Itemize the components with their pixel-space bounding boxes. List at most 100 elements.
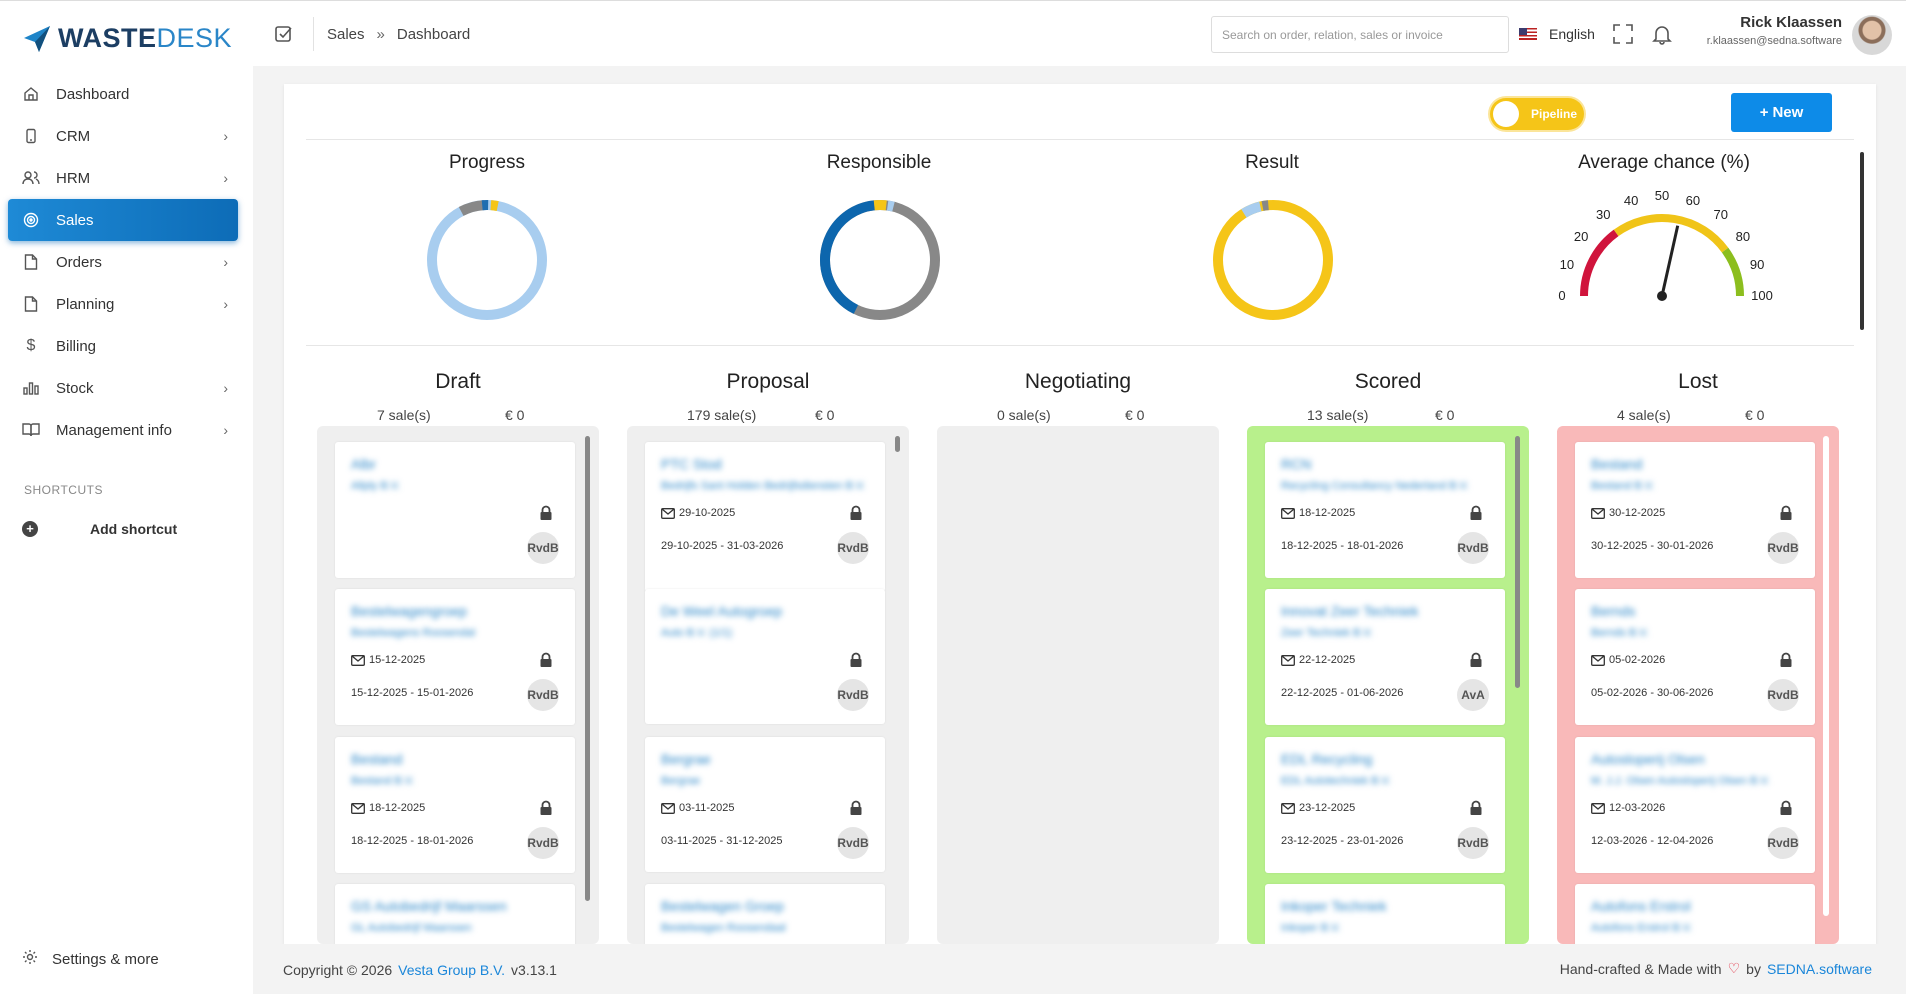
lock-icon[interactable] <box>1779 800 1793 816</box>
bell-icon[interactable] <box>1651 23 1673 45</box>
sale-name[interactable]: Bernds <box>1591 603 1636 619</box>
sale-relation[interactable]: Inkoper B.V. <box>1281 922 1341 934</box>
breadcrumb-dashboard: Dashboard <box>396 26 471 43</box>
fullscreen-icon[interactable] <box>1612 23 1634 45</box>
sale-name[interactable]: Autofons Erstrol <box>1591 898 1691 914</box>
chevron-right-icon: › <box>223 422 228 438</box>
sale-card[interactable]: PTC Stod Bedrijfs Sant Holden Bedrijfsdie… <box>645 442 885 592</box>
sale-card[interactable]: Autosloperij Olsen M. J.J. Olsen Autoslop… <box>1575 737 1815 873</box>
lock-icon[interactable] <box>539 800 553 816</box>
sidebar: WASTEDESK Dashboard CRM › HRM › Sales Or… <box>0 0 253 994</box>
sale-relation[interactable]: Bestelwagen Roosendaal <box>661 922 786 934</box>
sale-card[interactable]: Bestand Bestand B.V. 18-12-2025 18-12-2025 … <box>335 737 575 873</box>
sidebar-item-hrm[interactable]: HRM › <box>8 157 238 199</box>
checkbox-icon[interactable] <box>275 25 293 43</box>
lock-icon[interactable] <box>1469 652 1483 668</box>
lock-icon[interactable] <box>1779 652 1793 668</box>
lock-icon[interactable] <box>1469 800 1483 816</box>
sale-relation[interactable]: Bestand B.V. <box>1591 480 1655 492</box>
lock-icon[interactable] <box>1779 505 1793 521</box>
sale-relation[interactable]: EDL Autotechniek B.V. <box>1281 775 1391 787</box>
sale-card[interactable]: Bergrae Bergrae 03-11-2025 03-11-2025 - 31-… <box>645 737 885 872</box>
lock-icon[interactable] <box>1469 505 1483 521</box>
column-scrollbar[interactable] <box>1823 436 1829 916</box>
sale-name[interactable]: De Weel Autogroep <box>661 603 783 619</box>
sale-name[interactable]: RCN <box>1281 456 1312 472</box>
column-scrollbar[interactable] <box>585 436 590 901</box>
sale-relation[interactable]: Auto B.V. (1/1) <box>661 627 733 639</box>
lock-icon[interactable] <box>849 800 863 816</box>
sale-card[interactable]: De Weel Autogroep Auto B.V. (1/1) RvdB <box>645 589 885 724</box>
company-link[interactable]: Vesta Group B.V. <box>398 962 506 978</box>
sale-card[interactable]: Autofons Erstrol Autofons Erstrol B.V. <box>1575 884 1815 944</box>
sale-range: 18-12-2025 - 18-01-2026 <box>1281 540 1404 552</box>
sale-card[interactable]: Innovat Zeer Techniek Zeer Techniek B.V. 2… <box>1265 589 1505 725</box>
sidebar-item-billing[interactable]: $ Billing <box>8 325 238 367</box>
sale-relation[interactable]: M. J.J. Olsen Autosloperij Olsen B.V. <box>1591 775 1770 787</box>
chevron-right-icon: › <box>223 296 228 312</box>
owner-badge: RvdB <box>837 679 869 711</box>
sale-relation[interactable]: Bernds B.V. <box>1591 627 1649 639</box>
scrollbar[interactable] <box>1860 152 1864 330</box>
sale-range: 12-03-2026 - 12-04-2026 <box>1591 835 1714 847</box>
column-title: Negotiating <box>1024 370 1132 393</box>
sale-relation[interactable]: Bestand B.V. <box>351 775 415 787</box>
add-shortcut-button[interactable]: + Add shortcut <box>22 521 177 537</box>
sidebar-item-stock[interactable]: Stock › <box>8 367 238 409</box>
settings-button[interactable]: Settings & more <box>22 949 159 969</box>
sale-card[interactable]: Bestand Bestand B.V. 30-12-2025 30-12-2025 … <box>1575 442 1815 578</box>
lock-icon[interactable] <box>539 652 553 668</box>
sale-relation[interactable]: Recycling Consultancy Nederland B.V. <box>1281 480 1469 492</box>
lock-icon[interactable] <box>849 652 863 668</box>
sale-relation[interactable]: Bestelwagens Roosendal <box>351 627 476 639</box>
column-scrollbar[interactable] <box>895 436 900 452</box>
sale-card[interactable]: Bestelwagen Groep Bestelwagen Roosendaal <box>645 884 885 944</box>
sale-card[interactable]: Inkoper Techniek Inkoper B.V. <box>1265 884 1505 944</box>
sidebar-item-dashboard[interactable]: Dashboard <box>8 73 238 115</box>
sale-card[interactable]: Albr Allply B.V. RvdB <box>335 442 575 578</box>
breadcrumb-sales[interactable]: Sales <box>327 26 365 43</box>
column-scrollbar[interactable] <box>1515 436 1520 688</box>
sidebar-item-sales[interactable]: Sales <box>8 199 238 241</box>
toggle-knob <box>1493 101 1519 127</box>
sale-card[interactable]: Bestelwagengroep Bestelwagens Roosendal 15… <box>335 589 575 725</box>
plus-icon: + <box>1759 104 1769 121</box>
new-button[interactable]: + New <box>1731 93 1832 132</box>
sidebar-item-crm[interactable]: CRM › <box>8 115 238 157</box>
sale-card[interactable]: EDL Recycling EDL Autotechniek B.V. 23-12-… <box>1265 737 1505 873</box>
sale-name[interactable]: Bestelwagen Groep <box>661 898 784 914</box>
sale-name[interactable]: Autosloperij Olsen <box>1591 751 1705 767</box>
language-selector[interactable]: English <box>1519 26 1595 42</box>
sale-card[interactable]: RCN Recycling Consultancy Nederland B.V. 1… <box>1265 442 1505 578</box>
sidebar-item-management-info[interactable]: Management info › <box>8 409 238 451</box>
sale-name[interactable]: Bestand <box>351 751 403 767</box>
sale-relation[interactable]: Bergrae <box>661 775 701 787</box>
sale-name[interactable]: PTC Stod <box>661 456 722 472</box>
sale-name[interactable]: EDL Recycling <box>1281 751 1373 767</box>
sale-name[interactable]: Bestelwagengroep <box>351 603 467 619</box>
pipeline-toggle[interactable]: Pipeline <box>1490 98 1584 130</box>
lock-icon[interactable] <box>539 505 553 521</box>
sale-relation[interactable]: Bedrijfs Sant Holden Bedrijfsdiensten B.… <box>661 480 866 492</box>
user-menu[interactable]: Rick Klaassen r.klaassen@sedna.software <box>1707 14 1842 47</box>
sale-name[interactable]: Bergrae <box>661 751 711 767</box>
sale-relation[interactable]: Zeer Techniek B.V. <box>1281 627 1373 639</box>
sale-name[interactable]: Bestand <box>1591 456 1643 472</box>
sale-name[interactable]: Inkoper Techniek <box>1281 898 1387 914</box>
sale-name[interactable]: Innovat Zeer Techniek <box>1281 603 1419 619</box>
sale-card[interactable]: Bernds Bernds B.V. 05-02-2026 05-02-2026 - … <box>1575 589 1815 725</box>
sale-relation[interactable]: Allply B.V. <box>351 480 401 492</box>
search-input[interactable]: Search on order, relation, sales or invo… <box>1211 16 1509 53</box>
sidebar-item-orders[interactable]: Orders › <box>8 241 238 283</box>
lock-icon[interactable] <box>849 505 863 521</box>
sale-relation[interactable]: Autofons Erstrol B.V. <box>1591 922 1693 934</box>
home-icon <box>22 85 40 103</box>
avatar[interactable] <box>1852 15 1892 55</box>
vendor-link[interactable]: SEDNA.software <box>1766 960 1872 977</box>
sale-name[interactable]: Albr <box>351 456 376 472</box>
sidebar-item-planning[interactable]: Planning › <box>8 283 238 325</box>
sale-card[interactable]: GS Autobedrijf Maarssen GL Autobedrijf Ma… <box>335 884 575 944</box>
logo[interactable]: WASTEDESK <box>22 23 232 54</box>
sale-relation[interactable]: GL Autobedrijf Maarssen <box>351 922 472 934</box>
sale-name[interactable]: GS Autobedrijf Maarssen <box>351 898 507 914</box>
